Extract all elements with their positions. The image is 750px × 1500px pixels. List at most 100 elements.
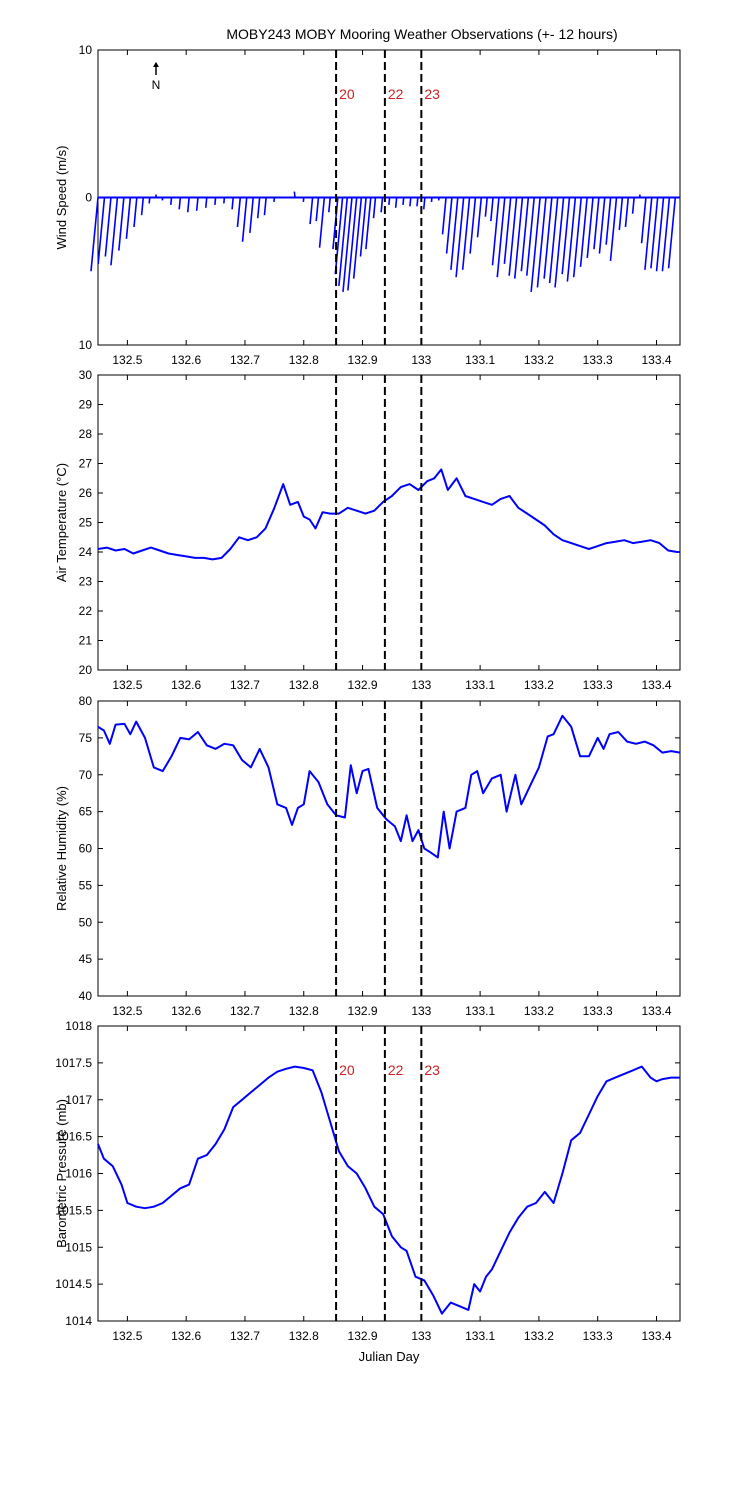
- y-axis-label: Barometric Pressure (mb): [54, 1099, 69, 1248]
- wind-stick: [661, 197, 671, 272]
- x-tick-label: 132.5: [112, 1329, 142, 1343]
- wind-stick: [140, 197, 145, 216]
- wind-stick: [667, 197, 677, 269]
- x-tick-label: 133.3: [583, 678, 613, 692]
- wind-stick: [223, 197, 226, 204]
- wind-stick: [644, 197, 653, 270]
- wind-stick: [650, 197, 659, 269]
- wind-stick: [609, 197, 618, 262]
- y-tick-label: 26: [79, 486, 93, 500]
- wind-stick: [520, 197, 530, 272]
- y-tick-label: 65: [79, 805, 93, 819]
- wind-stick: [445, 197, 453, 254]
- x-tick-label: 132.9: [348, 1004, 378, 1018]
- y-tick-label: 80: [79, 694, 93, 708]
- wind-stick: [249, 197, 254, 233]
- wind-stick: [204, 197, 208, 208]
- x-tick-label: 132.8: [289, 678, 319, 692]
- wind-stick: [409, 197, 412, 207]
- wind-stick: [148, 197, 151, 204]
- y-tick-label: 1018: [65, 1019, 92, 1033]
- wind-stick: [416, 197, 419, 207]
- y-tick-label: 75: [79, 731, 93, 745]
- y-tick-label: 25: [79, 516, 93, 530]
- wind-stick: [441, 197, 447, 235]
- x-tick-label: 132.6: [171, 678, 201, 692]
- y-tick-label: 20: [79, 663, 93, 677]
- wind-stick: [422, 197, 426, 210]
- wind-stick: [536, 197, 547, 288]
- wind-stick: [231, 197, 235, 210]
- wind-stick: [195, 197, 199, 211]
- x-tick-label: 133.1: [465, 678, 495, 692]
- x-tick-label: 132.5: [112, 1004, 142, 1018]
- wind-stick: [476, 197, 483, 238]
- wind-stick: [214, 197, 217, 205]
- x-tick-label: 133.1: [465, 1329, 495, 1343]
- y-tick-label: 1017: [65, 1093, 92, 1107]
- x-tick-label: 133.4: [641, 353, 671, 367]
- wind-stick: [503, 197, 512, 264]
- y-tick-label: 23: [79, 575, 93, 589]
- wind-stick: [90, 197, 99, 272]
- wind-stick: [513, 197, 524, 279]
- x-tick-label: 133.2: [524, 1004, 554, 1018]
- x-tick-label: 133.4: [641, 1004, 671, 1018]
- x-tick-label: 132.7: [230, 1329, 260, 1343]
- y-tick-label: 27: [79, 457, 93, 471]
- wind-stick: [450, 197, 459, 270]
- event-marker-label: 22: [388, 1062, 404, 1078]
- wind-stick: [605, 197, 612, 245]
- wind-stick: [469, 197, 477, 254]
- wind-stick: [598, 197, 606, 254]
- y-tick-label: 1017.5: [55, 1056, 92, 1070]
- wind-stick: [525, 197, 536, 276]
- y-tick-label: 55: [79, 878, 93, 892]
- wind-stick: [241, 197, 248, 242]
- wind-stick: [359, 197, 367, 257]
- x-tick-label: 132.5: [112, 353, 142, 367]
- wind-stick: [484, 197, 488, 217]
- wind-stick: [236, 197, 242, 228]
- wind-stick: [293, 191, 296, 198]
- x-tick-label: 132.6: [171, 353, 201, 367]
- wind-stick: [640, 197, 647, 244]
- x-tick-label: 133.3: [583, 1004, 613, 1018]
- wind-stick: [97, 197, 106, 264]
- wind-stick: [347, 197, 358, 291]
- wind-stick: [618, 197, 624, 231]
- wind-stick: [593, 197, 600, 250]
- x-tick-label: 132.7: [230, 1004, 260, 1018]
- y-tick-label: 30: [79, 368, 93, 382]
- y-axis-label: Wind Speed (m/s): [54, 145, 69, 249]
- x-tick-label: 132.9: [348, 353, 378, 367]
- x-tick-label: 133: [411, 353, 431, 367]
- panel-pressure: 1014 1014.5 1015 1015.5 1016 1016.5 1017 1017.5…: [54, 1019, 681, 1364]
- wind-stick: [342, 197, 353, 292]
- wind-stick: [394, 197, 398, 208]
- x-tick-label: 133.4: [641, 1329, 671, 1343]
- wind-stick: [178, 197, 182, 210]
- series-line: [97, 468, 680, 561]
- x-tick-label: 132.9: [348, 1329, 378, 1343]
- wind-stick: [496, 197, 506, 278]
- wind-stick: [104, 197, 112, 257]
- wind-stick: [566, 197, 577, 282]
- wind-stick: [315, 197, 320, 222]
- wind-stick: [328, 197, 332, 213]
- x-tick-label: 132.7: [230, 678, 260, 692]
- wind-stick: [543, 197, 553, 279]
- wind-stick: [554, 197, 565, 288]
- wind-stick: [380, 197, 384, 213]
- x-tick-label: 133: [411, 1004, 431, 1018]
- y-tick-label: 1015.5: [55, 1203, 92, 1217]
- y-tick-label: 1016.5: [55, 1130, 92, 1144]
- x-tick-label: 132.5: [112, 678, 142, 692]
- x-tick-label: 133.2: [524, 1329, 554, 1343]
- y-tick-label: 10: [79, 43, 93, 57]
- panel-wind: 10 0 10 132.5 132.6 132.7 132.8 132.9 133 133.1 13…: [54, 43, 681, 367]
- x-tick-label: 133.1: [465, 353, 495, 367]
- panels: 10 0 10 132.5 132.6 132.7 132.8 132.9 133 133.1 13…: [54, 43, 681, 1364]
- wind-stick: [388, 197, 391, 205]
- event-marker-label: 23: [424, 1062, 440, 1078]
